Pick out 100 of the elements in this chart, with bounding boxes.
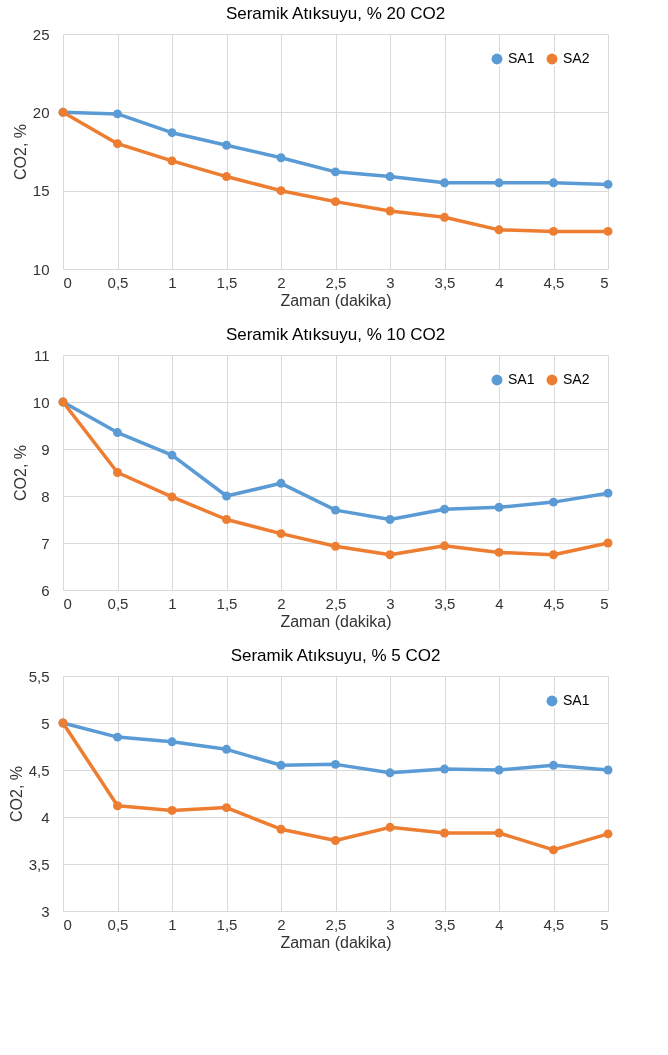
point [603, 765, 613, 775]
point [167, 450, 177, 460]
point [440, 541, 449, 551]
x-tick-label: 2 [277, 594, 286, 612]
x-tick-label: 5 [600, 915, 609, 933]
point [603, 226, 613, 236]
point [113, 732, 122, 742]
y-tick-label: 6 [41, 581, 50, 599]
point [331, 197, 340, 207]
y-tick-label: 8 [41, 487, 50, 505]
x-tick-label: 1 [168, 273, 177, 291]
point [331, 759, 340, 769]
point [385, 515, 395, 524]
point [494, 178, 504, 188]
point [167, 805, 177, 815]
point [440, 828, 449, 838]
point [494, 765, 504, 775]
x-tick-label: 1 [168, 915, 177, 933]
x-tick-label: 3 [386, 273, 395, 291]
x-tick-label: 4 [495, 915, 504, 933]
point [440, 504, 449, 514]
x-axis-title: Zaman (dakika) [280, 291, 392, 309]
x-tick-label: 0,5 [107, 915, 129, 933]
point [494, 828, 504, 838]
point [113, 109, 122, 119]
point [494, 547, 504, 557]
point [385, 206, 395, 216]
point [113, 468, 122, 477]
point [603, 538, 613, 548]
x-tick-label: 1,5 [216, 594, 238, 612]
point [276, 186, 286, 196]
y-tick-label: 11 [33, 346, 50, 364]
point [276, 760, 286, 770]
y-tick-label: 3,5 [28, 855, 50, 873]
point [331, 167, 340, 177]
x-tick-label: 0 [63, 915, 72, 933]
y-tick-label: 5 [41, 714, 50, 732]
y-tick-label: 5,5 [28, 667, 50, 685]
point [494, 225, 504, 235]
chart-title: Seramik Atıksuyu, % 20 CO2 [225, 4, 446, 23]
point [331, 541, 340, 551]
y-tick-label: 3 [41, 902, 50, 920]
x-tick-label: 5 [600, 594, 609, 612]
point [549, 845, 558, 855]
legend-label: SA1 [508, 50, 535, 66]
point [113, 428, 122, 438]
x-tick-label: 0,5 [107, 273, 129, 291]
point [549, 497, 558, 507]
x-tick-label: 3 [386, 915, 395, 933]
x-tick-label: 2 [277, 273, 286, 291]
x-tick-label: 3 [386, 594, 395, 612]
y-tick-label: 15 [32, 182, 50, 200]
point [222, 140, 231, 150]
y-tick-label: 10 [32, 260, 50, 278]
point [222, 744, 231, 754]
y-axis-title: CO2, % [11, 123, 29, 181]
point [167, 128, 177, 138]
chart-title: Seramik Atıksuyu, % 5 CO2 [230, 646, 441, 665]
point [549, 226, 558, 236]
point [167, 156, 177, 166]
x-tick-label: 0 [63, 594, 72, 612]
point [331, 505, 340, 515]
x-tick-label: 5 [600, 273, 609, 291]
y-tick-label: 10 [32, 393, 50, 411]
legend-label: SA2 [563, 371, 590, 387]
x-tick-label: 4,5 [543, 915, 565, 933]
point [494, 502, 504, 512]
x-tick-label: 3,5 [434, 594, 456, 612]
x-tick-label: 4 [495, 594, 504, 612]
y-axis-title: CO2, % [11, 444, 29, 502]
point [222, 515, 231, 524]
x-tick-label: 4 [495, 273, 504, 291]
point [385, 550, 395, 560]
y-tick-label: 9 [41, 440, 50, 458]
point [276, 153, 286, 163]
point [113, 801, 122, 811]
legend-label: SA1 [563, 692, 590, 708]
x-tick-label: 1,5 [216, 273, 238, 291]
point [222, 491, 231, 501]
chart-title: Seramik Atıksuyu, % 10 CO2 [225, 325, 446, 344]
point [603, 179, 613, 189]
x-tick-label: 3,5 [434, 273, 456, 291]
x-tick-label: 2,5 [325, 273, 347, 291]
point [385, 172, 395, 182]
legend-label: SA2 [563, 50, 590, 66]
y-axis-title: CO2, % [7, 765, 25, 823]
point [440, 212, 449, 222]
point [276, 478, 286, 488]
y-tick-label: 25 [32, 25, 50, 43]
point [276, 824, 286, 834]
y-tick-label: 7 [41, 534, 50, 552]
x-tick-label: 1,5 [216, 915, 238, 933]
x-tick-label: 4,5 [543, 273, 565, 291]
point [276, 529, 286, 539]
point [113, 139, 122, 149]
point [549, 550, 558, 560]
point [549, 760, 558, 770]
x-tick-label: 4,5 [543, 594, 565, 612]
point [167, 737, 177, 747]
x-tick-label: 2 [277, 915, 286, 933]
